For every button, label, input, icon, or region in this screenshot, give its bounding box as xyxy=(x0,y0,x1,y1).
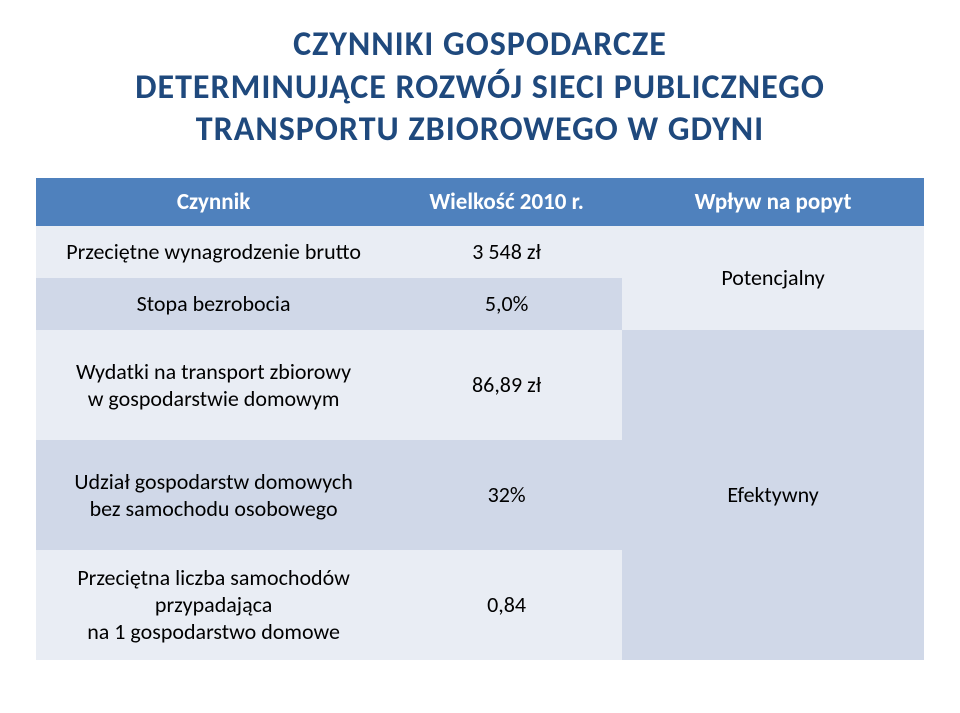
factor-cell: Przeciętna liczba samochodów przypadając… xyxy=(36,550,391,660)
title-line-3: TRANSPORTU ZBIOROWEGO W GDYNI xyxy=(36,109,924,152)
value-cell: 3 548 zł xyxy=(391,226,622,278)
factor-line: Przeciętna liczba samochodów xyxy=(58,564,369,591)
factor-line: przypadająca xyxy=(58,591,369,618)
effect-cell-effective: Efektywny xyxy=(622,330,924,660)
title-line-2: DETERMINUJĄCE ROZWÓJ SIECI PUBLICZNEGO xyxy=(36,67,924,110)
factor-line: Wydatki na transport zbiorowy xyxy=(58,358,369,385)
factor-line: w gospodarstwie domowym xyxy=(58,385,369,412)
title-line-1: CZYNNIKI GOSPODARCZE xyxy=(36,24,924,67)
slide-page: CZYNNIKI GOSPODARCZE DETERMINUJĄCE ROZWÓ… xyxy=(0,0,960,713)
factor-cell: Wydatki na transport zbiorowy w gospodar… xyxy=(36,330,391,440)
value-cell: 5,0% xyxy=(391,278,622,330)
value-cell: 32% xyxy=(391,440,622,550)
effect-cell-potential: Potencjalny xyxy=(622,226,924,330)
table-row: Wydatki na transport zbiorowy w gospodar… xyxy=(36,330,924,440)
factor-line: na 1 gospodarstwo domowe xyxy=(58,618,369,645)
header-effect: Wpływ na popyt xyxy=(622,178,924,226)
factors-table: Czynnik Wielkość 2010 r. Wpływ na popyt … xyxy=(36,178,924,660)
factor-cell: Udział gospodarstw domowych bez samochod… xyxy=(36,440,391,550)
factor-cell: Stopa bezrobocia xyxy=(36,278,391,330)
header-factor: Czynnik xyxy=(36,178,391,226)
factor-cell: Przeciętne wynagrodzenie brutto xyxy=(36,226,391,278)
value-cell: 0,84 xyxy=(391,550,622,660)
header-magnitude: Wielkość 2010 r. xyxy=(391,178,622,226)
factor-line: Udział gospodarstw domowych xyxy=(58,468,369,495)
table-row: Przeciętne wynagrodzenie brutto 3 548 zł… xyxy=(36,226,924,278)
title-block: CZYNNIKI GOSPODARCZE DETERMINUJĄCE ROZWÓ… xyxy=(36,24,924,152)
factor-line: bez samochodu osobowego xyxy=(58,495,369,522)
table-header-row: Czynnik Wielkość 2010 r. Wpływ na popyt xyxy=(36,178,924,226)
value-cell: 86,89 zł xyxy=(391,330,622,440)
